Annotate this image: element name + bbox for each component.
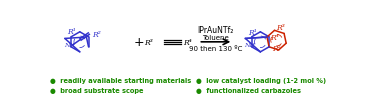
Text: ●  broad substrate scope: ● broad substrate scope <box>50 87 143 93</box>
Text: NH: NH <box>64 42 75 47</box>
Text: IPrAuNTf₂: IPrAuNTf₂ <box>198 26 234 35</box>
Text: R⁴: R⁴ <box>183 39 192 46</box>
Text: Toluene: Toluene <box>203 35 229 41</box>
Text: ●  low catalyst loading (1-2 mol %): ● low catalyst loading (1-2 mol %) <box>196 78 326 84</box>
Text: R¹: R¹ <box>67 28 76 36</box>
Text: +: + <box>133 36 144 49</box>
Text: R²: R² <box>92 30 101 38</box>
Text: R⁴: R⁴ <box>270 34 279 42</box>
Text: R²: R² <box>272 45 281 53</box>
Text: 90 then 130 ºC: 90 then 130 ºC <box>189 46 243 52</box>
Text: R¹: R¹ <box>248 29 257 37</box>
Text: NH: NH <box>245 42 256 47</box>
Text: ●  readily available starting materials: ● readily available starting materials <box>50 78 191 84</box>
Text: R³: R³ <box>144 39 153 46</box>
Text: ●  functionalized carbazoles: ● functionalized carbazoles <box>196 87 301 93</box>
Text: R³: R³ <box>276 24 285 32</box>
